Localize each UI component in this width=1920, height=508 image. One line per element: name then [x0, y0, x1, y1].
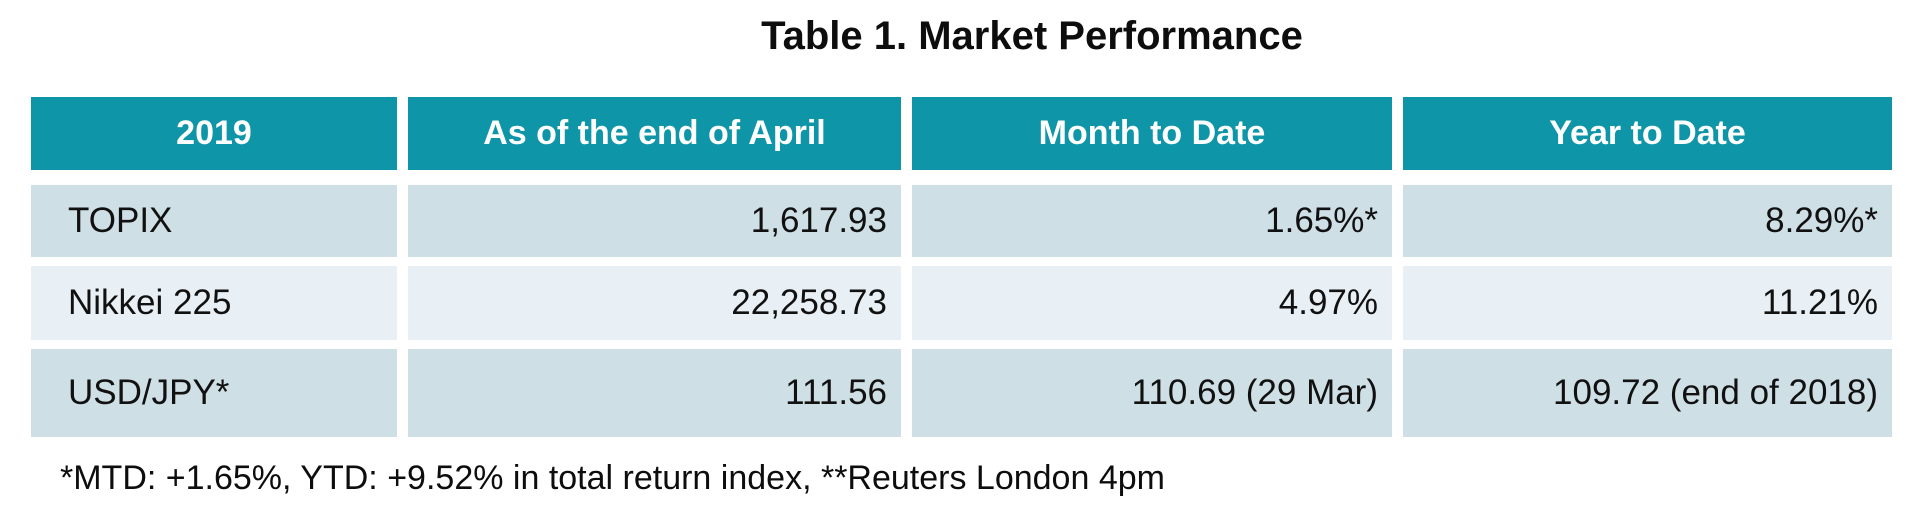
- table-row-nikkei225: Nikkei 225 22,258.73 4.97% 11.21%: [31, 266, 1892, 340]
- row-label-usdjpy: USD/JPY*: [31, 349, 397, 437]
- row-label-topix: TOPIX: [31, 185, 397, 257]
- header-cell-year-to-date: Year to Date: [1403, 97, 1892, 170]
- topix-mtd-value: 1.65%*: [912, 185, 1392, 257]
- nikkei225-mtd-value: 4.97%: [912, 266, 1392, 340]
- table-header-row: 2019 As of the end of April Month to Dat…: [31, 97, 1892, 170]
- topix-level-value: 1,617.93: [408, 185, 901, 257]
- nikkei225-level-value: 22,258.73: [408, 266, 901, 340]
- table-row-usdjpy: USD/JPY* 111.56 110.69 (29 Mar) 109.72 (…: [31, 349, 1892, 437]
- market-performance-table: 2019 As of the end of April Month to Dat…: [31, 97, 1892, 437]
- header-cell-end-of-april: As of the end of April: [408, 97, 901, 170]
- header-cell-year: 2019: [31, 97, 397, 170]
- topix-ytd-value: 8.29%*: [1403, 185, 1892, 257]
- report-page: Table 1. Market Performance 2019 As of t…: [0, 12, 1920, 498]
- usdjpy-level-value: 111.56: [408, 349, 901, 437]
- row-label-nikkei225: Nikkei 225: [31, 266, 397, 340]
- table-row-topix: TOPIX 1,617.93 1.65%* 8.29%*: [31, 185, 1892, 257]
- header-cell-month-to-date: Month to Date: [912, 97, 1392, 170]
- table-footnote: *MTD: +1.65%, YTD: +9.52% in total retur…: [60, 459, 1165, 497]
- usdjpy-ytd-value: 109.72 (end of 2018): [1403, 349, 1892, 437]
- table-title: Table 1. Market Performance: [761, 14, 1303, 58]
- nikkei225-ytd-value: 11.21%: [1403, 266, 1892, 340]
- usdjpy-mtd-value: 110.69 (29 Mar): [912, 349, 1392, 437]
